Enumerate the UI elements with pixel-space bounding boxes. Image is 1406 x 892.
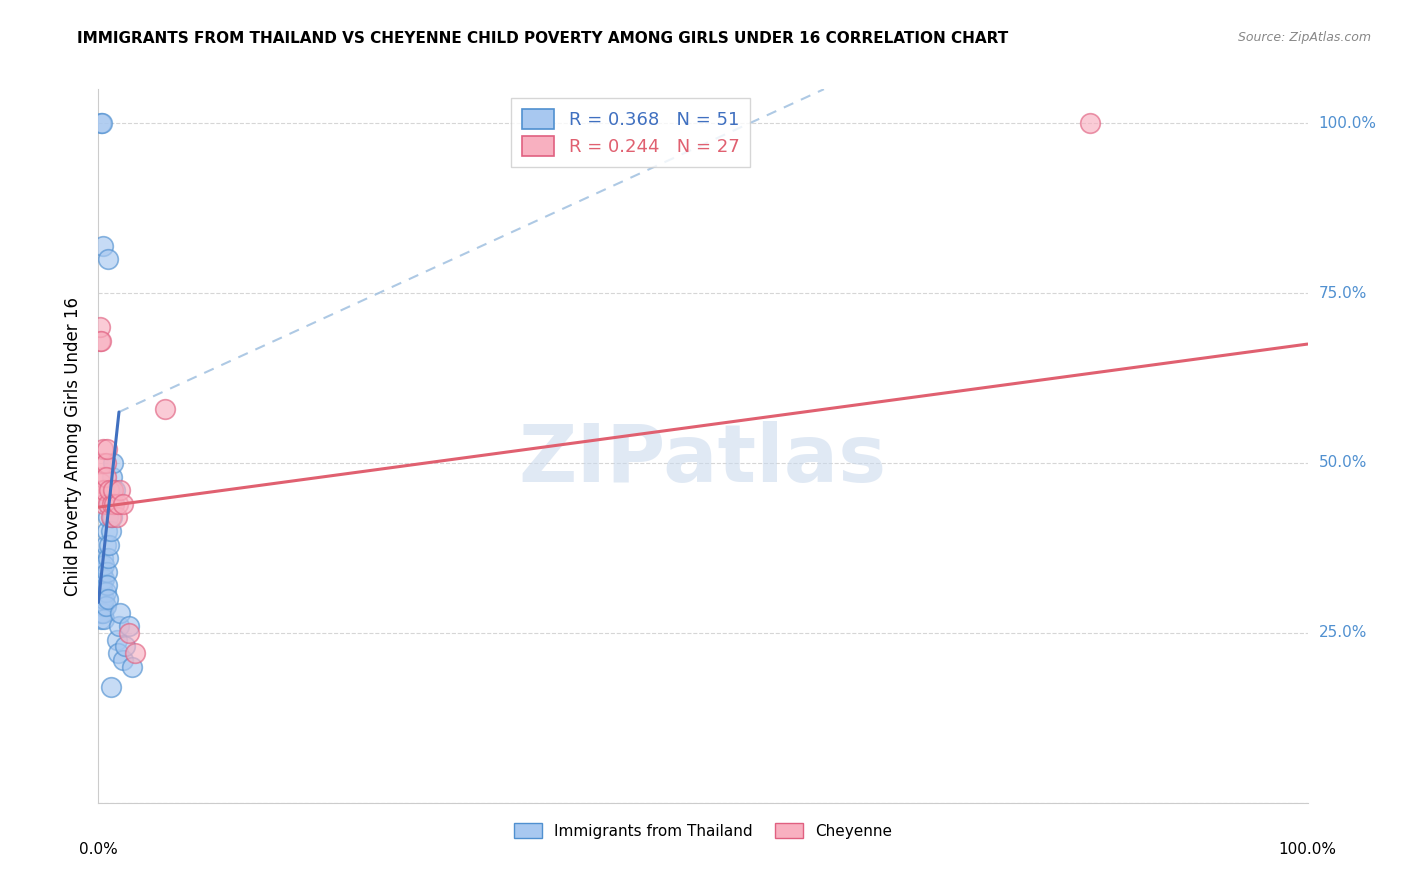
Point	[97, 497, 120, 511]
Point	[91, 238, 114, 252]
Legend: Immigrants from Thailand, Cheyenne: Immigrants from Thailand, Cheyenne	[508, 817, 898, 845]
Point	[100, 510, 122, 524]
Point	[98, 497, 121, 511]
Point	[90, 334, 112, 348]
Point	[103, 497, 125, 511]
Point	[91, 551, 114, 566]
Point	[118, 619, 141, 633]
Point	[91, 442, 114, 457]
Point	[91, 606, 114, 620]
Y-axis label: Child Poverty Among Girls Under 16: Child Poverty Among Girls Under 16	[65, 296, 83, 596]
Point	[105, 510, 128, 524]
Point	[89, 585, 111, 599]
Point	[100, 483, 122, 498]
Point	[104, 483, 127, 498]
Point	[90, 476, 112, 491]
Point	[89, 334, 111, 348]
Point	[96, 442, 118, 457]
Point	[121, 660, 143, 674]
Point	[91, 585, 114, 599]
Point	[96, 565, 118, 579]
Text: 100.0%: 100.0%	[1278, 842, 1337, 856]
Point	[105, 632, 128, 647]
Point	[91, 578, 114, 592]
Point	[1078, 116, 1101, 130]
Point	[94, 537, 117, 551]
Text: 0.0%: 0.0%	[79, 842, 118, 856]
Point	[90, 578, 112, 592]
Text: 50.0%: 50.0%	[1319, 456, 1367, 470]
Point	[91, 456, 114, 470]
Point	[124, 646, 146, 660]
Point	[98, 537, 121, 551]
Text: ZIPatlas: ZIPatlas	[519, 421, 887, 500]
Point	[98, 483, 121, 498]
Point	[90, 116, 112, 130]
Point	[111, 497, 134, 511]
Point	[101, 456, 124, 470]
Point	[96, 524, 118, 538]
Point	[153, 401, 176, 416]
Point	[91, 116, 114, 130]
Point	[93, 572, 115, 586]
Point	[91, 565, 114, 579]
Point	[108, 483, 131, 498]
Point	[103, 497, 125, 511]
Text: IMMIGRANTS FROM THAILAND VS CHEYENNE CHILD POVERTY AMONG GIRLS UNDER 16 CORRELAT: IMMIGRANTS FROM THAILAND VS CHEYENNE CHI…	[77, 31, 1008, 46]
Text: 25.0%: 25.0%	[1319, 625, 1367, 640]
Point	[97, 510, 120, 524]
Point	[91, 591, 114, 606]
Point	[94, 456, 117, 470]
Point	[118, 626, 141, 640]
Text: 100.0%: 100.0%	[1319, 116, 1376, 131]
Point	[94, 469, 117, 483]
Point	[108, 606, 131, 620]
Point	[97, 591, 120, 606]
Point	[89, 591, 111, 606]
Point	[100, 680, 122, 694]
Point	[93, 483, 115, 498]
Point	[100, 510, 122, 524]
Point	[107, 497, 129, 511]
Point	[91, 483, 114, 498]
Point	[94, 585, 117, 599]
Point	[100, 524, 122, 538]
Point	[91, 606, 114, 620]
Text: 75.0%: 75.0%	[1319, 285, 1367, 301]
Point	[100, 497, 122, 511]
Point	[90, 558, 112, 572]
Point	[89, 606, 111, 620]
Point	[91, 469, 114, 483]
Point	[101, 483, 124, 498]
Point	[89, 572, 111, 586]
Text: Source: ZipAtlas.com: Source: ZipAtlas.com	[1237, 31, 1371, 45]
Point	[90, 612, 112, 626]
Point	[94, 599, 117, 613]
Point	[97, 252, 120, 266]
Point	[114, 640, 136, 654]
Point	[97, 551, 120, 566]
Point	[90, 599, 112, 613]
Point	[96, 578, 118, 592]
Point	[93, 558, 115, 572]
Point	[100, 469, 122, 483]
Point	[93, 612, 115, 626]
Point	[108, 619, 131, 633]
Point	[91, 599, 114, 613]
Point	[111, 653, 134, 667]
Point	[89, 320, 111, 334]
Point	[93, 497, 115, 511]
Point	[107, 646, 129, 660]
Point	[93, 591, 115, 606]
